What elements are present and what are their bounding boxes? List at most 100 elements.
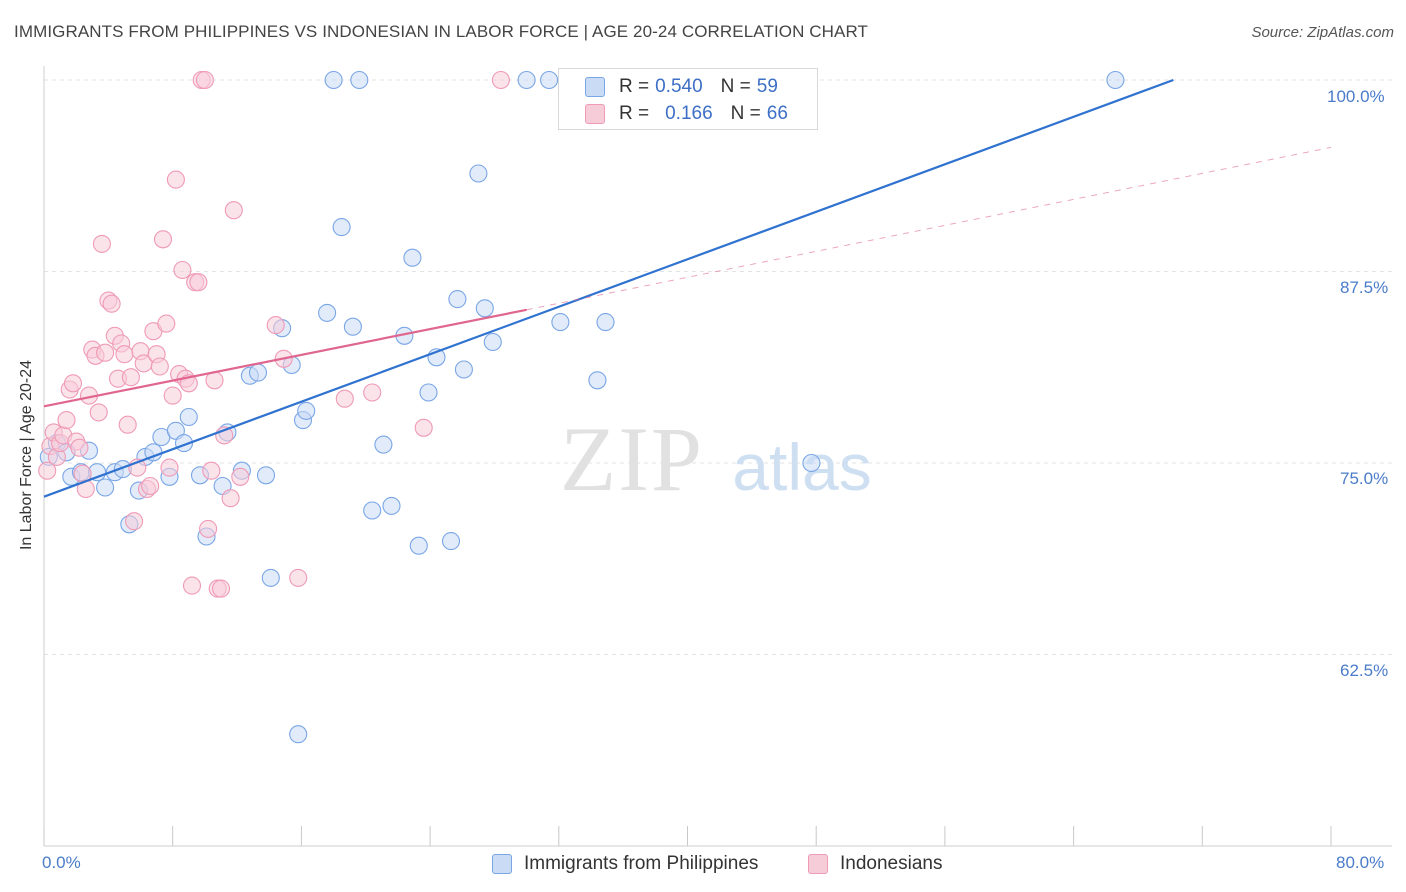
point-philippines-33 bbox=[318, 303, 337, 322]
bottom-legend-indonesians: Indonesians bbox=[808, 853, 942, 875]
axes bbox=[43, 66, 1392, 847]
point-indonesians-26 bbox=[121, 368, 140, 387]
trend-extension-indonesians bbox=[526, 146, 1332, 311]
bottom-legend-swatch-indonesians bbox=[808, 854, 828, 874]
point-philippines-51 bbox=[483, 332, 502, 352]
point-indonesians-0 bbox=[38, 461, 57, 480]
x-tick-label-max: 80.0% bbox=[1336, 853, 1385, 872]
bottom-legend-label-philippines: Immigrants from Philippines bbox=[524, 853, 759, 874]
legend-r-label: R = bbox=[619, 103, 650, 124]
watermark: ZIP atlas bbox=[560, 408, 872, 510]
point-philippines-49 bbox=[469, 164, 488, 183]
bottom-legend-swatch-philippines bbox=[492, 854, 512, 874]
point-indonesians-47 bbox=[189, 273, 208, 292]
legend-n-value-indonesians: 66 bbox=[766, 103, 788, 124]
point-indonesians-18 bbox=[96, 343, 115, 362]
legend: R = 0.540 N = 59 R = 0.166 N = 66 bbox=[558, 68, 818, 130]
y-tick-label-75: 75.0% bbox=[1340, 469, 1389, 488]
legend-r-value-philippines: 0.540 bbox=[655, 76, 703, 97]
point-indonesians-58 bbox=[231, 467, 250, 486]
point-philippines-34 bbox=[324, 70, 343, 90]
point-indonesians-63 bbox=[363, 383, 382, 402]
point-philippines-58 bbox=[1106, 70, 1125, 90]
point-indonesians-8 bbox=[63, 374, 83, 393]
point-indonesians-24 bbox=[115, 345, 134, 364]
point-indonesians-49 bbox=[195, 70, 214, 90]
point-indonesians-51 bbox=[202, 461, 221, 480]
point-philippines-44 bbox=[419, 383, 438, 402]
point-philippines-30 bbox=[289, 725, 308, 744]
point-philippines-53 bbox=[540, 70, 559, 90]
bottom-legend-label-indonesians: Indonesians bbox=[840, 853, 943, 874]
legend-n-label: N = bbox=[720, 76, 751, 97]
y-tick-label-100: 100.0% bbox=[1327, 87, 1385, 106]
point-indonesians-35 bbox=[150, 357, 169, 376]
legend-row-philippines: R = 0.540 N = 59 bbox=[585, 75, 784, 99]
point-philippines-40 bbox=[382, 496, 401, 515]
point-philippines-48 bbox=[454, 360, 473, 379]
point-philippines-38 bbox=[363, 501, 382, 520]
legend-row-indonesians: R = 0.166 N = 66 bbox=[585, 102, 794, 126]
point-indonesians-65 bbox=[491, 70, 510, 90]
trend-line-philippines bbox=[43, 78, 1174, 498]
point-philippines-55 bbox=[588, 371, 607, 390]
chart-source: Source: ZipAtlas.com bbox=[1251, 24, 1394, 41]
point-indonesians-45 bbox=[182, 576, 202, 595]
trend-line-indonesians bbox=[43, 308, 527, 408]
point-philippines-35 bbox=[332, 218, 351, 237]
point-indonesians-40 bbox=[166, 170, 185, 189]
point-indonesians-54 bbox=[211, 579, 231, 598]
point-philippines-18 bbox=[179, 407, 198, 427]
point-philippines-27 bbox=[261, 568, 280, 587]
point-indonesians-61 bbox=[289, 568, 308, 587]
legend-r-label: R = bbox=[619, 76, 650, 97]
point-philippines-25 bbox=[248, 363, 268, 382]
chart-title: IMMIGRANTS FROM PHILIPPINES VS INDONESIA… bbox=[14, 22, 869, 41]
point-indonesians-32 bbox=[141, 476, 160, 496]
y-tick-label-62-5: 62.5% bbox=[1340, 661, 1389, 680]
point-indonesians-6 bbox=[57, 411, 76, 430]
point-philippines-52 bbox=[517, 70, 536, 90]
y-tick-label-87-5: 87.5% bbox=[1340, 278, 1389, 297]
point-indonesians-56 bbox=[221, 489, 240, 508]
point-indonesians-39 bbox=[163, 386, 182, 405]
point-indonesians-57 bbox=[224, 201, 243, 220]
point-philippines-54 bbox=[551, 313, 570, 332]
point-philippines-36 bbox=[343, 317, 362, 336]
legend-swatch-philippines bbox=[585, 77, 605, 97]
legend-swatch-indonesians bbox=[585, 104, 605, 124]
point-philippines-7 bbox=[96, 478, 115, 497]
bottom-legend-philippines: Immigrants from Philippines bbox=[492, 853, 758, 875]
gridlines bbox=[44, 79, 1393, 655]
point-philippines-43 bbox=[409, 536, 428, 555]
point-philippines-26 bbox=[256, 466, 276, 485]
point-indonesians-50 bbox=[199, 519, 218, 538]
point-indonesians-20 bbox=[102, 294, 121, 313]
point-philippines-47 bbox=[448, 290, 467, 309]
point-indonesians-36 bbox=[153, 230, 173, 249]
legend-n-label: N = bbox=[730, 103, 761, 124]
point-philippines-57 bbox=[802, 453, 821, 473]
trend-lines bbox=[43, 78, 1332, 498]
y-axis-label: In Labor Force | Age 20-24 bbox=[18, 359, 35, 551]
point-indonesians-10 bbox=[70, 438, 89, 457]
legend-n-value-philippines: 59 bbox=[756, 76, 778, 97]
point-indonesians-38 bbox=[160, 458, 179, 477]
point-indonesians-16 bbox=[89, 403, 108, 422]
point-philippines-39 bbox=[374, 435, 393, 454]
x-tick-label-min: 0.0% bbox=[42, 853, 81, 872]
watermark-atlas: atlas bbox=[732, 430, 871, 504]
point-indonesians-42 bbox=[173, 260, 192, 280]
point-indonesians-59 bbox=[266, 316, 285, 335]
point-philippines-56 bbox=[596, 313, 615, 332]
point-indonesians-37 bbox=[157, 314, 176, 333]
point-indonesians-17 bbox=[92, 234, 111, 253]
point-philippines-37 bbox=[350, 70, 369, 90]
data-points bbox=[38, 70, 1125, 744]
point-indonesians-64 bbox=[414, 418, 433, 437]
watermark-zip: ZIP bbox=[560, 408, 704, 510]
legend-r-value-indonesians: 0.166 bbox=[665, 103, 713, 124]
point-philippines-32 bbox=[297, 401, 316, 420]
point-indonesians-62 bbox=[335, 389, 354, 408]
